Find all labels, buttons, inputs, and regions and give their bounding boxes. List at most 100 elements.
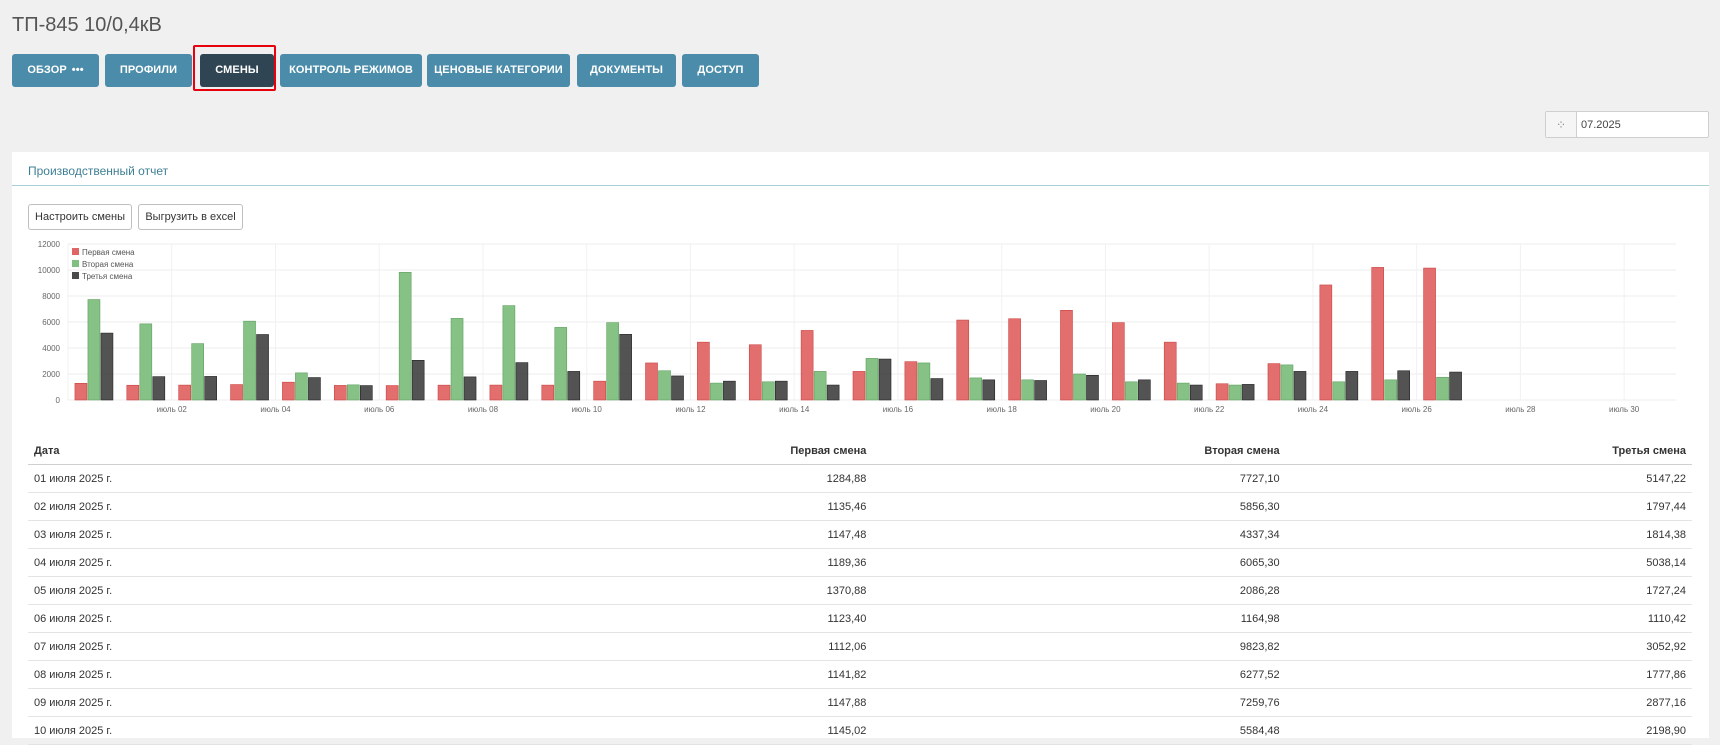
cell-shift2: 4337,34 [872, 520, 1286, 549]
cell-date: 02 июля 2025 г. [28, 492, 456, 521]
bar-3 [256, 334, 269, 401]
cell-shift2: 9823,82 [872, 632, 1286, 661]
bar-3 [567, 371, 581, 401]
cell-shift3: 2877,16 [1285, 688, 1692, 717]
bar-1 [489, 384, 503, 401]
x-tick-label: июль 08 [468, 405, 499, 414]
shifts-table: Дата Первая смена Вторая смена Третья смена… [28, 438, 1692, 745]
bar-1 [1371, 267, 1385, 401]
month-picker[interactable]: ⁘ [1545, 111, 1709, 138]
bar-3 [1138, 379, 1151, 401]
bar-2 [554, 327, 568, 401]
export-excel-button[interactable]: Выгрузить в excel [138, 204, 243, 230]
bar-1 [1215, 383, 1229, 401]
bar-1 [800, 330, 814, 401]
cell-shift2: 2086,28 [872, 576, 1286, 605]
bar-1 [541, 384, 555, 401]
table-row: 07 июля 2025 г. 1112,06 9823,82 3052,92 [28, 632, 1692, 661]
cell-date: 05 июля 2025 г. [28, 576, 456, 605]
configure-shifts-button[interactable]: Настроить смены [28, 204, 132, 230]
x-tick-label: июль 16 [883, 405, 914, 414]
bar-2 [87, 299, 101, 401]
bar-2 [191, 343, 204, 401]
bar-1 [333, 385, 347, 401]
cell-shift1: 1189,36 [455, 548, 873, 577]
table-row: 08 июля 2025 г. 1141,82 6277,52 1777,86 [28, 660, 1692, 689]
month-input[interactable] [1579, 115, 1703, 135]
x-tick-label: июль 10 [572, 405, 603, 414]
y-tick-label: 8000 [42, 292, 60, 301]
bar-1 [904, 361, 918, 401]
tab-shifts[interactable]: СМЕНЫ [200, 54, 274, 87]
legend-label: Вторая смена [82, 260, 134, 269]
cell-shift1: 1147,48 [455, 520, 873, 549]
bar-2 [813, 371, 827, 401]
bar-1 [1112, 322, 1125, 401]
y-tick-label: 12000 [38, 240, 61, 249]
table-header-row: Дата Первая смена Вторая смена Третья смена [28, 438, 1692, 465]
bar-2 [1073, 373, 1086, 401]
column-header-shift3: Третья смена [1285, 438, 1692, 465]
tab-mode-control[interactable]: КОНТРОЛЬ РЕЖИМОВ [280, 54, 422, 87]
bar-1 [282, 381, 295, 401]
bar-2 [1021, 379, 1034, 401]
cell-shift2: 7727,10 [872, 464, 1286, 493]
legend-label: Первая смена [82, 248, 135, 257]
bar-1 [178, 384, 191, 401]
bar-1 [852, 371, 866, 401]
bar-2 [1280, 364, 1294, 401]
bar-3 [1397, 370, 1411, 401]
bar-2 [502, 305, 516, 401]
x-tick-label: июль 04 [260, 405, 291, 414]
bar-3 [204, 376, 217, 401]
bar-2 [295, 372, 308, 401]
tab-price-categories[interactable]: ЦЕНОВЫЕ КАТЕГОРИИ [427, 54, 570, 87]
cell-shift3: 3052,92 [1285, 632, 1692, 661]
bar-2 [1176, 382, 1190, 401]
tab-profiles[interactable]: ПРОФИЛИ [105, 54, 192, 87]
tab-access[interactable]: ДОСТУП [682, 54, 759, 87]
bar-2 [346, 384, 360, 401]
x-tick-label: июль 30 [1609, 405, 1640, 414]
tab-overview[interactable]: ОБЗОР ••• [12, 54, 99, 87]
bar-2 [450, 318, 464, 401]
cell-date: 09 июля 2025 г. [28, 688, 456, 717]
y-tick-label: 10000 [38, 266, 61, 275]
bar-1 [748, 344, 762, 401]
y-tick-label: 2000 [42, 370, 60, 379]
cell-shift3: 1777,86 [1285, 660, 1692, 689]
x-tick-label: июль 14 [779, 405, 810, 414]
table-row: 10 июля 2025 г. 1145,02 5584,48 2198,90 [28, 716, 1692, 745]
y-tick-label: 4000 [42, 344, 60, 353]
table-row: 05 июля 2025 г. 1370,88 2086,28 1727,24 [28, 576, 1692, 605]
tab-documents[interactable]: ДОКУМЕНТЫ [577, 54, 676, 87]
cell-shift3: 1727,24 [1285, 576, 1692, 605]
cell-shift3: 5038,14 [1285, 548, 1692, 577]
bar-1 [593, 380, 606, 401]
bar-3 [723, 380, 736, 401]
bar-3 [619, 334, 632, 401]
cell-shift1: 1284,88 [455, 464, 873, 493]
bar-1 [1319, 284, 1333, 401]
bar-2 [917, 362, 931, 401]
bar-2 [969, 377, 983, 401]
x-tick-label: июль 12 [675, 405, 706, 414]
cell-shift1: 1123,40 [455, 604, 873, 633]
legend-label: Третья смена [82, 272, 133, 281]
bar-2 [1436, 376, 1449, 401]
bar-2 [1332, 381, 1346, 401]
active-tab-highlight [193, 45, 276, 91]
bar-2 [865, 358, 879, 401]
bar-3 [411, 360, 425, 401]
column-header-shift2: Вторая смена [872, 438, 1286, 465]
cell-shift2: 5856,30 [872, 492, 1286, 521]
bar-3 [100, 332, 114, 401]
bar-2 [658, 370, 671, 401]
cell-shift1: 1112,06 [455, 632, 873, 661]
bar-2 [1384, 379, 1398, 401]
tab-overview-label: ОБЗОР [27, 64, 67, 76]
cell-shift1: 1141,82 [455, 660, 873, 689]
cell-shift2: 5584,48 [872, 716, 1286, 745]
bar-1 [956, 319, 970, 401]
cell-shift2: 1164,98 [872, 604, 1286, 633]
